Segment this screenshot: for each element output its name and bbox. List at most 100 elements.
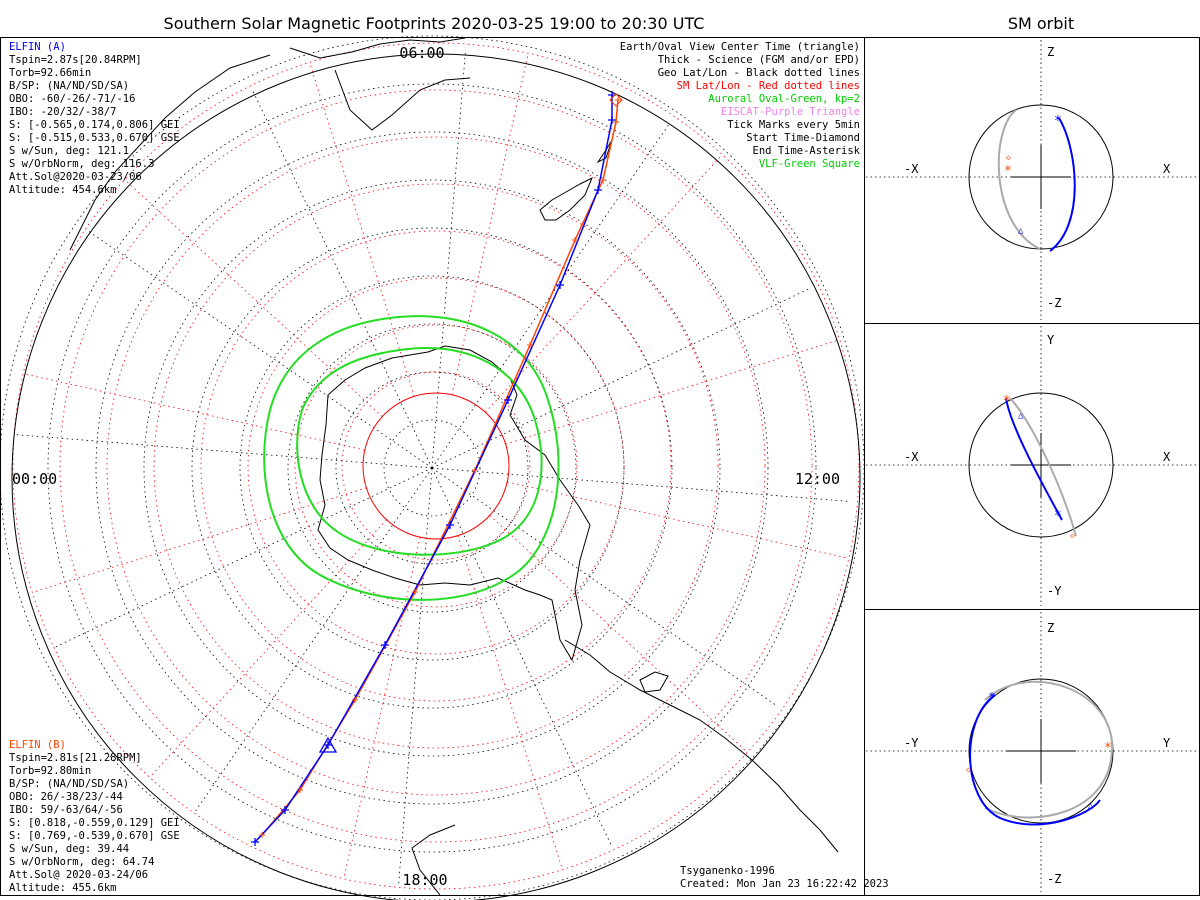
auroral-oval-outer (263, 315, 560, 601)
asterisk-marker: * (988, 691, 996, 706)
orbit-panel-xz: Z -Z -X X △ * * ◇ (866, 40, 1198, 320)
sat-a-info: ELFIN (A) Tspin=2.87s[20.84RPM] Torb=92.… (9, 41, 180, 196)
legend-entry: SM Lat/Lon - Red dotted lines (677, 80, 860, 92)
legend-entry: Auroral Oval-Green, kp=2 (708, 93, 860, 105)
sm-pole-circle (362, 392, 510, 540)
orbit-a-path (1049, 117, 1076, 252)
sat-b-name: ELFIN (B) (9, 739, 66, 751)
legend: Earth/Oval View Center Time (triangle) T… (620, 41, 861, 170)
sm-grid (12, 42, 860, 890)
sat-b-line: B/SP: (NA/ND/SD/SA) (9, 778, 129, 790)
sm-lon-line (451, 56, 529, 395)
orbit-b-path (984, 680, 1114, 819)
sat-a-line: S w/OrbNorm, deg: 116.3 (9, 158, 154, 170)
earth-circle (968, 392, 1114, 538)
sm-lon-line (457, 535, 562, 867)
sat-b-line: OBO: 26/-38/23/-44 (9, 791, 123, 803)
trace-b-footprint (261, 99, 619, 836)
orbit-a-path (1005, 397, 1063, 521)
geo-lat-circle (335, 371, 529, 565)
sm-lat-circle (106, 136, 766, 796)
geo-lat-circle (95, 131, 769, 805)
tick-mark-a (556, 281, 564, 289)
axis-label-right: X (1163, 162, 1171, 176)
sat-a-line: Tspin=2.87s[20.84RPM] (9, 54, 142, 66)
tick-mark-b (297, 787, 303, 793)
africa-coastline (411, 824, 456, 896)
tick-mark-a (381, 641, 389, 649)
geo-lon-line (431, 467, 851, 502)
axis-label-bottom: -Z (1047, 296, 1061, 310)
map-boundary (11, 53, 861, 900)
sm-lon-line (35, 487, 367, 592)
sat-a-line: S w/Sun, deg: 121.1 (9, 145, 129, 157)
sat-b-line: Altitude: 455.6km (9, 882, 116, 894)
sm-lon-line (151, 519, 387, 776)
asterisk-marker: * (1004, 164, 1012, 179)
sat-b-line: Tspin=2.81s[21.28RPM] (9, 752, 142, 764)
geo-lon-line (431, 287, 812, 469)
view-center-triangle (318, 736, 338, 753)
legend-entry: EISCAT-Purple Triangle (721, 106, 860, 118)
earth-circle (968, 104, 1114, 250)
sm-lat-circle (341, 371, 531, 561)
geo-lon-line (251, 88, 433, 469)
axis-label-left: -X (904, 162, 919, 176)
legend-entry: End Time-Asterisk (753, 145, 861, 157)
diamond-marker: ◇ (966, 765, 971, 774)
axis-label-right: Y (1163, 736, 1171, 750)
tick-mark-b (572, 237, 578, 243)
sm-lon-line (310, 65, 415, 397)
axis-label-bottom: -Z (1047, 872, 1061, 886)
orbit-b-path (1009, 397, 1077, 537)
geo-lon-line (13, 434, 433, 469)
asterisk-marker: * (1003, 394, 1011, 409)
geo-lon-line (52, 467, 433, 649)
sat-b-line: S: [0.818,-0.559,0.129] GEI (9, 817, 180, 829)
south-america-coastline (564, 639, 839, 853)
figure-title: Southern Solar Magnetic Footprints 2020-… (164, 14, 705, 33)
sat-b-line: Torb=92.80min (9, 765, 91, 777)
earth-circle (968, 678, 1114, 824)
tick-mark-b (259, 832, 265, 838)
tick-mark-a (324, 741, 332, 749)
orbit-title: SM orbit (1008, 14, 1074, 33)
diamond-marker: ◇ (1006, 153, 1011, 162)
footer-created: Created: Mon Jan 23 16:22:42 2023 (680, 878, 889, 890)
sm-lon-line (485, 156, 721, 413)
australia-coastline (69, 37, 471, 251)
legend-entry: Thick - Science (FGM and/or EPD) (658, 54, 860, 66)
geo-lon-line (431, 467, 779, 707)
triangle-marker: △ (1088, 801, 1094, 811)
sm-lat-circle (294, 324, 578, 608)
sm-lon-line (507, 481, 846, 559)
axis-label-top: Z (1047, 45, 1054, 59)
sat-b-line: S w/Sun, deg: 39.44 (9, 843, 129, 855)
geo-lon-line (431, 467, 613, 848)
orbit-b-path (997, 109, 1041, 250)
sm-lat-circle (153, 183, 719, 749)
sm-lon-line (26, 373, 365, 451)
tick-mark-b (472, 467, 478, 473)
tick-mark-a (446, 521, 454, 529)
start-diamond (609, 93, 623, 107)
footer-model: Tsyganenko-1996 (680, 865, 775, 877)
sat-a-line: Att.Sol@2020-03-23/06 (9, 171, 142, 183)
sm-lat-circle (247, 277, 625, 655)
axis-label-right: X (1163, 450, 1171, 464)
geo-lat-circle (287, 323, 577, 613)
axis-label-bottom: -Y (1047, 584, 1062, 598)
geo-lon-line (431, 49, 466, 469)
geo-lat-circle (47, 83, 817, 853)
sat-a-line: B/SP: (NA/ND/SD/SA) (9, 80, 129, 92)
axis-label-top: Z (1047, 621, 1054, 635)
geo-lon-line (85, 229, 433, 469)
triangle-marker: △ (1018, 411, 1024, 421)
tick-mark-b (412, 589, 418, 595)
geo-grid (0, 35, 865, 900)
sat-b-line: S: [0.769,-0.539,0.670] GSE (9, 830, 180, 842)
tick-mark-b (613, 119, 619, 125)
sat-b-line: IBO: 59/-63/64/-56 (9, 804, 123, 816)
sm-lon-line (489, 515, 746, 751)
